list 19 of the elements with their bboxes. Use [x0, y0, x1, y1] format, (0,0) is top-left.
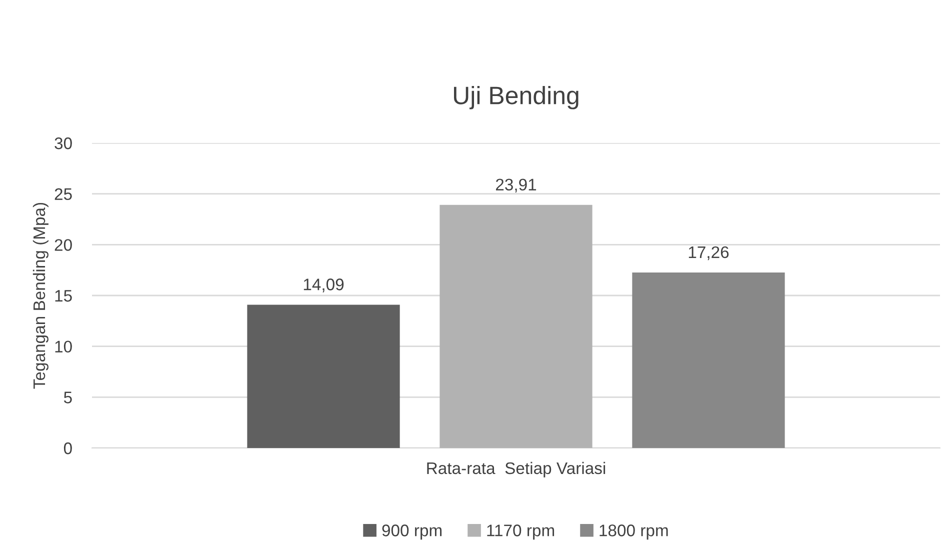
- bar: [247, 304, 400, 448]
- bar: [440, 204, 592, 448]
- legend-label: 1170 rpm: [487, 524, 554, 540]
- y-tick-label: 30: [54, 137, 72, 150]
- chart-title: Uji Bending: [454, 86, 578, 110]
- data-label: 17,26: [688, 246, 729, 260]
- y-tick-label: 5: [64, 392, 72, 404]
- y-tick-label: 25: [54, 188, 72, 200]
- y-tick-label: 10: [55, 340, 72, 353]
- y-tick-label: 15: [55, 290, 72, 302]
- data-label: 23,91: [496, 178, 536, 192]
- bar: [632, 272, 785, 448]
- y-axis-title: Tegangan Bending (Mpa): [32, 202, 48, 389]
- x-tick-label: Rata-rata Setiap Variasi: [427, 462, 606, 478]
- data-label: 14,09: [304, 278, 344, 292]
- legend-label: 1800 rpm: [600, 524, 668, 540]
- y-tick-label: 0: [64, 442, 72, 454]
- y-tick-label: 20: [54, 239, 72, 251]
- legend-label: 900 rpm: [382, 524, 442, 540]
